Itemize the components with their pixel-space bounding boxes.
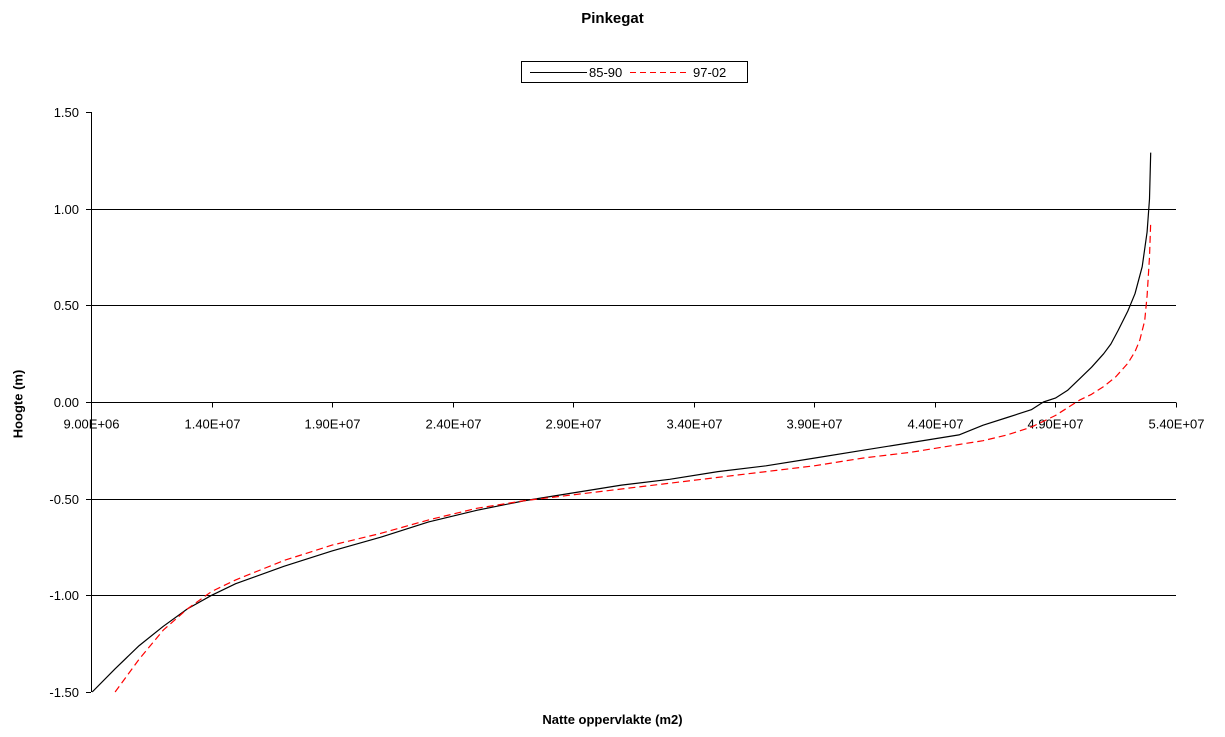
y-tick-label-0: 1.50: [54, 105, 79, 120]
y-tick-label-5: -1.00: [49, 588, 79, 603]
y-tick-label-3: 0.00: [54, 395, 79, 410]
x-tick-label-8: 4.90E+07: [1027, 417, 1083, 432]
x-tick-label-2: 1.90E+07: [304, 417, 360, 432]
x-tick-label-5: 3.40E+07: [666, 417, 722, 432]
y-tick-label-4: -0.50: [49, 492, 79, 507]
legend-label-97-02: 97-02: [693, 65, 727, 80]
series-line-85-90: [91, 152, 1152, 693]
x-tick-label-4: 2.90E+07: [545, 417, 601, 432]
x-axis-label: Natte oppervlakte (m2): [542, 712, 683, 727]
legend-label-85-90: 85-90: [589, 65, 623, 80]
x-tick-label-1: 1.40E+07: [184, 417, 240, 432]
y-tick-label-1: 1.00: [54, 202, 79, 217]
x-tick-label-3: 2.40E+07: [425, 417, 481, 432]
chart-title: Pinkegat: [581, 10, 644, 27]
series-line-97-02: [114, 222, 1152, 693]
y-tick-label-6: -1.50: [49, 685, 79, 700]
x-tick-label-6: 3.90E+07: [786, 417, 842, 432]
x-tick-label-7: 4.40E+07: [907, 417, 963, 432]
y-axis-label: Hoogte (m): [10, 369, 26, 439]
legend: 85-90 97-02: [521, 61, 748, 83]
x-tick-label-9: 5.40E+07: [1148, 417, 1204, 432]
x-tick-label-0: 9.00E+06: [63, 417, 119, 432]
y-tick-label-2: 0.50: [54, 298, 79, 313]
